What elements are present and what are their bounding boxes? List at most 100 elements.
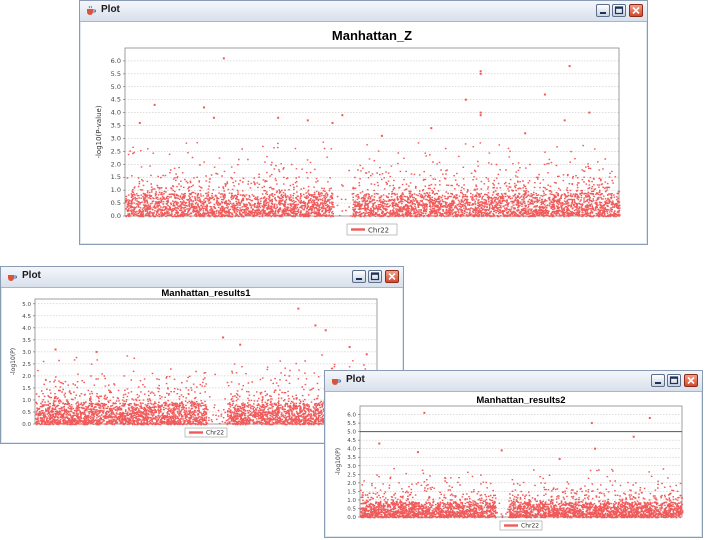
y-tick-label: 5.0 <box>22 302 31 308</box>
y-tick-label: 3.0 <box>347 464 356 470</box>
y-tick-label: 0.0 <box>22 422 31 428</box>
close-icon <box>632 6 640 15</box>
legend: Chr22 <box>346 223 398 236</box>
y-tick-label: 4.5 <box>347 438 356 444</box>
y-tick-label: 5.5 <box>347 421 356 427</box>
chart-title: Manhattan_results1 <box>161 288 251 299</box>
window-titlebar[interactable]: Plot <box>80 1 647 22</box>
y-tick-label: 0.5 <box>347 506 356 512</box>
y-tick-label: 2.0 <box>347 481 356 487</box>
close-icon <box>388 272 396 281</box>
outlier-point <box>341 114 344 117</box>
legend-box <box>499 520 543 531</box>
outlier-point <box>479 114 482 117</box>
y-tick-label: 3.5 <box>22 338 31 344</box>
legend: Chr22 <box>499 520 543 531</box>
y-tick-label: 2.0 <box>22 374 31 380</box>
java-cup-icon <box>8 275 17 281</box>
outlier-point <box>297 307 300 310</box>
y-tick-label: 4.5 <box>111 96 121 104</box>
outlier-point <box>331 121 334 124</box>
outlier-point <box>464 98 467 101</box>
minimize-button[interactable] <box>651 374 665 387</box>
plot-area <box>124 47 620 217</box>
minimize-icon <box>356 278 362 280</box>
minimize-button[interactable] <box>596 4 610 17</box>
outlier-point <box>594 447 597 450</box>
y-tick-label: 5.5 <box>111 70 121 78</box>
legend-swatch <box>189 431 203 434</box>
y-tick-label: 1.5 <box>111 173 121 181</box>
outlier-point <box>500 449 503 452</box>
y-axis-label: -log10(P-value) <box>95 105 103 158</box>
maximize-button[interactable] <box>612 4 626 17</box>
outlier-point <box>588 111 591 114</box>
minimize-icon <box>600 12 606 14</box>
outlier-point <box>153 103 156 106</box>
maximize-icon <box>669 376 679 385</box>
legend-box <box>184 427 228 438</box>
outlier-point <box>479 72 482 75</box>
legend-label: Chr22 <box>206 429 224 436</box>
outlier-point <box>212 116 215 119</box>
close-button[interactable] <box>385 270 399 283</box>
outlier-point <box>479 111 482 114</box>
y-tick-label: 2.0 <box>111 160 121 168</box>
legend-swatch <box>504 524 518 527</box>
y-tick-label: 1.5 <box>347 489 356 495</box>
y-tick-label: 0.0 <box>111 212 121 220</box>
outlier-point <box>648 416 651 419</box>
y-tick-label: 4.0 <box>111 109 121 117</box>
close-button[interactable] <box>629 4 643 17</box>
y-tick-label: 4.0 <box>347 447 356 453</box>
outlier-point <box>138 121 141 124</box>
window-title: Plot <box>22 270 41 281</box>
manhattan-plot: Manhattan_results1 0.0 0.5 1.0 1.5 2.0 2.5 3.0 3… <box>10 288 379 438</box>
y-tick-label: 0.5 <box>111 199 121 207</box>
y-axis-label: -log10(P) <box>10 348 17 375</box>
chart-title: Manhattan_results2 <box>476 395 565 406</box>
outlier-point <box>378 442 381 445</box>
maximize-button[interactable] <box>368 270 382 283</box>
maximize-icon <box>370 272 380 281</box>
outlier-point <box>563 119 566 122</box>
outlier-point <box>568 65 571 68</box>
plot-window-manhattan-results1[interactable]: Plot Manhattan_results1 0.0 0.5 1.0 1.5 2.0 2.… <box>0 266 404 444</box>
y-tick-label: 4.0 <box>22 326 31 332</box>
manhattan-plot: Manhattan_Z 0.0 0.5 1.0 1.5 2.0 2.5 3.0 3.5 4.0 4.… <box>95 28 621 236</box>
minimize-button[interactable] <box>352 270 366 283</box>
minimize-icon <box>655 382 661 384</box>
y-tick-label: 1.0 <box>347 498 356 504</box>
outlier-point <box>365 353 368 356</box>
data-points <box>125 57 621 218</box>
outlier-point <box>314 324 317 327</box>
y-tick-label: 2.5 <box>347 472 356 478</box>
outlier-point <box>324 329 327 332</box>
y-tick-label: 4.5 <box>22 314 31 320</box>
y-tick-label: 3.0 <box>111 134 121 142</box>
window-titlebar[interactable]: Plot <box>325 371 702 392</box>
y-tick-label: 5.0 <box>111 83 121 91</box>
y-tick-label: 6.0 <box>347 413 356 419</box>
close-icon <box>687 376 695 385</box>
manhattan-plot: Manhattan_results2 0.0 0.5 1.0 1.5 2.0 2.5 3.0 3… <box>335 395 684 531</box>
plot-window-manhattan-results2[interactable]: Plot Manhattan_results2 0.0 0.5 1.0 1.5 2.0 2.… <box>324 370 703 538</box>
outlier-point <box>558 457 561 460</box>
outlier-point <box>222 57 225 60</box>
maximize-button[interactable] <box>667 374 681 387</box>
data-points <box>360 411 684 519</box>
y-tick-label: 0.5 <box>22 410 31 416</box>
y-tick-label: 2.5 <box>111 147 121 155</box>
outlier-point <box>277 116 280 119</box>
plot-window-manhattan-z[interactable]: Plot Manhattan_Z 0.0 0.5 1.0 1.5 2.0 2.5 3.0 3.5… <box>79 0 648 245</box>
y-tick-label: 3.0 <box>22 350 31 356</box>
y-axis-label: -log10(P) <box>335 448 342 475</box>
legend-label: Chr22 <box>521 522 539 529</box>
scatter-cloud <box>125 141 621 218</box>
outlier-point <box>590 422 593 425</box>
window-titlebar[interactable]: Plot <box>1 267 403 288</box>
close-button[interactable] <box>684 374 698 387</box>
plot-area <box>359 405 683 518</box>
y-tick-label: 1.0 <box>111 186 121 194</box>
y-tick-label: 2.5 <box>22 362 31 368</box>
